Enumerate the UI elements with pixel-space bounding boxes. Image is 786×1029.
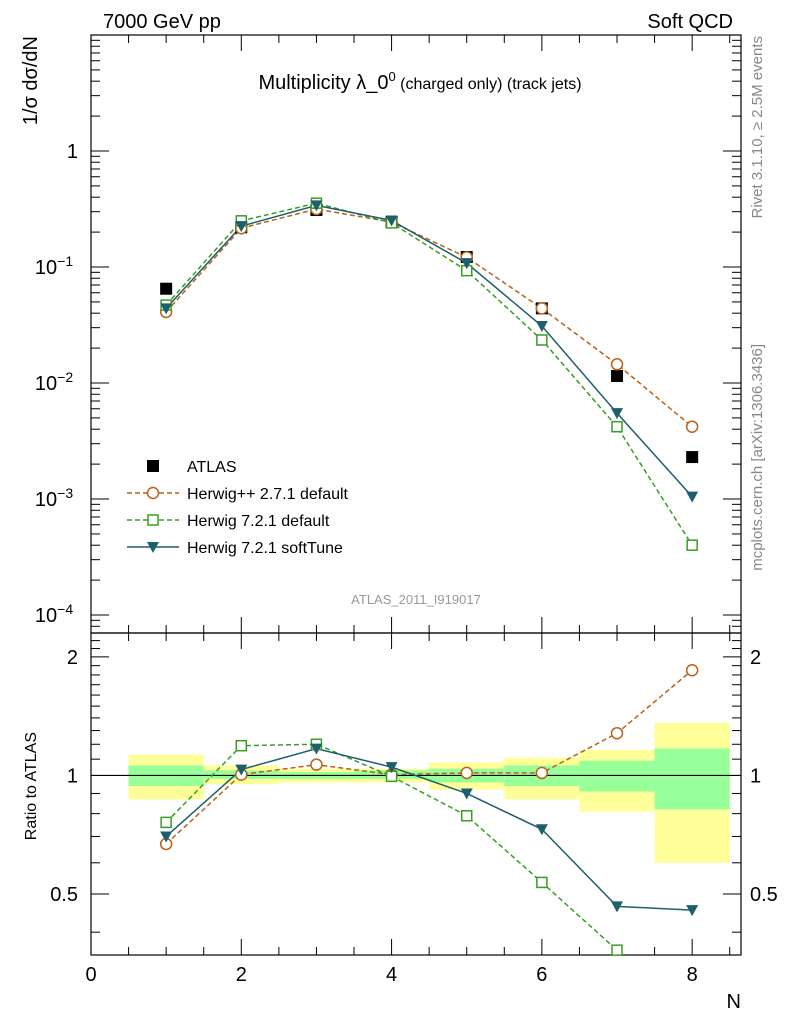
x-tick-label: 4: [386, 964, 397, 986]
ratio-y-tick-label-right: 1: [750, 765, 761, 787]
x-tick-label: 2: [236, 964, 247, 986]
series-line-3: [165, 204, 693, 498]
y-tick-exponent: −4: [57, 601, 73, 617]
chart-title: Multiplicity λ_00 (charged only) (track …: [258, 69, 581, 94]
ratio-y-tick-label-right: 0.5: [750, 884, 778, 906]
ratio-bands: [91, 722, 741, 863]
data-point-3-7: [686, 491, 699, 503]
legend: ATLAS Herwig++ 2.7.1 default Herwig 7.2.1 …: [127, 459, 349, 557]
ratio-point-2-2: [310, 743, 323, 755]
ratio-y-tick-label-right: 2: [750, 647, 761, 669]
ratio-point-2-5: [535, 824, 548, 836]
data-point-3-3: [385, 215, 398, 227]
series-lines: [165, 202, 693, 955]
data-point-3-5: [535, 321, 548, 333]
ratio-y-axis-label: Ratio to ATLAS: [23, 732, 40, 840]
ratio-line-0: [165, 669, 693, 845]
data-point-3-6: [611, 408, 624, 420]
y-tick-exponent: −2: [57, 369, 73, 385]
ratio-point-1-5: [536, 876, 548, 889]
ratio-point-1-6: [611, 944, 623, 956]
series-line-2: [165, 202, 693, 546]
analysis-label: ATLAS_2011_I919017: [351, 592, 481, 607]
y-tick-base: 10: [35, 257, 57, 279]
y-axis-label: 1/σ dσ/dN: [20, 36, 42, 125]
ratio-band-inner-7: [654, 748, 730, 810]
y-tick-base: 1: [67, 141, 78, 163]
legend-marker-1: [146, 486, 160, 500]
y-tick-base: 10: [35, 605, 57, 627]
ratio-point-2-4: [460, 788, 473, 800]
y-tick-label: 10−3: [35, 485, 73, 511]
data-point-2-5: [536, 334, 548, 346]
ratio-line-1: [165, 743, 621, 955]
data-point-1-7: [685, 420, 699, 433]
ratio-point-1-0: [160, 816, 172, 829]
legend-marker-2: [147, 514, 159, 526]
y-tick-exponent: −3: [57, 485, 73, 501]
chart-title-sub: (charged only) (track jets): [396, 76, 582, 93]
ratio-point-0-2: [310, 758, 323, 771]
ratio-point-2-0: [160, 831, 173, 843]
legend-label-1: Herwig++ 2.7.1 default: [187, 486, 349, 503]
legend-label-0: ATLAS: [187, 459, 237, 476]
data-point-3-0: [160, 303, 173, 315]
ratio-point-0-4: [460, 766, 473, 780]
ratio-y-tick-label-left: 0.5: [50, 884, 78, 906]
ratio-band-inner-6: [579, 760, 655, 792]
y-tick-label: 10−1: [35, 253, 73, 279]
ratio-line-2: [165, 747, 693, 911]
data-point-3-2: [310, 200, 323, 212]
data-point-1-5: [535, 302, 549, 315]
legend-marker-3: [147, 542, 159, 553]
y-tick-exponent: −1: [57, 253, 73, 269]
y-tick-label: 10−4: [35, 601, 73, 627]
legend-marker-0: [147, 460, 159, 472]
ratio-point-0-6: [610, 726, 624, 740]
data-point-1-6: [610, 358, 624, 371]
header-left: 7000 GeV pp: [103, 11, 221, 33]
header-right: Soft QCD: [647, 11, 733, 33]
data-point-2-7: [686, 539, 698, 551]
legend-label-2: Herwig 7.2.1 default: [187, 513, 330, 530]
ratio-point-1-1: [235, 739, 248, 752]
data-point-3-1: [235, 221, 248, 233]
ratio-y-tick-label-left: 1: [67, 765, 78, 787]
data-point-0-7: [686, 451, 699, 464]
data-point-2-6: [611, 420, 623, 433]
ratio-point-2-1: [235, 764, 248, 776]
y-tick-label: 1: [67, 141, 78, 163]
chart-title-sup: 0: [388, 69, 395, 84]
y-tick-base: 10: [35, 373, 57, 395]
x-tick-label: 8: [687, 964, 698, 986]
series-markers: [159, 197, 699, 956]
ratio-point-0-5: [535, 766, 549, 780]
data-point-3-4: [460, 258, 473, 270]
ratio-point-2-3: [385, 762, 398, 774]
axes: 0 2 4 6 810−410−310−210−110.5 0.51 12 2: [35, 34, 778, 986]
series-line-1: [165, 208, 693, 428]
mcplots-label: mcplots.cern.ch [arXiv:1306.3436]: [749, 344, 766, 571]
x-axis-label: N: [727, 991, 741, 1013]
data-point-0-0: [160, 282, 173, 295]
ratio-y-tick-label-left: 2: [67, 647, 78, 669]
ratio-panel-frame: [90, 632, 742, 956]
x-tick-label: 6: [536, 964, 547, 986]
legend-label-3: Herwig 7.2.1 softTune: [187, 540, 343, 557]
chart-title-main: Multiplicity λ_0: [258, 72, 388, 94]
ratio-point-1-4: [460, 810, 473, 822]
ratio-point-0-7: [685, 663, 699, 677]
data-point-0-6: [611, 369, 624, 382]
x-tick-label: 0: [85, 964, 96, 986]
ratio-point-2-6: [611, 901, 624, 913]
y-tick-label: 10−2: [35, 369, 73, 395]
ratio-point-2-7: [686, 905, 699, 917]
rivet-label: Rivet 3.1.10, ≥ 2.5M events: [749, 36, 766, 219]
y-tick-base: 10: [35, 489, 57, 511]
